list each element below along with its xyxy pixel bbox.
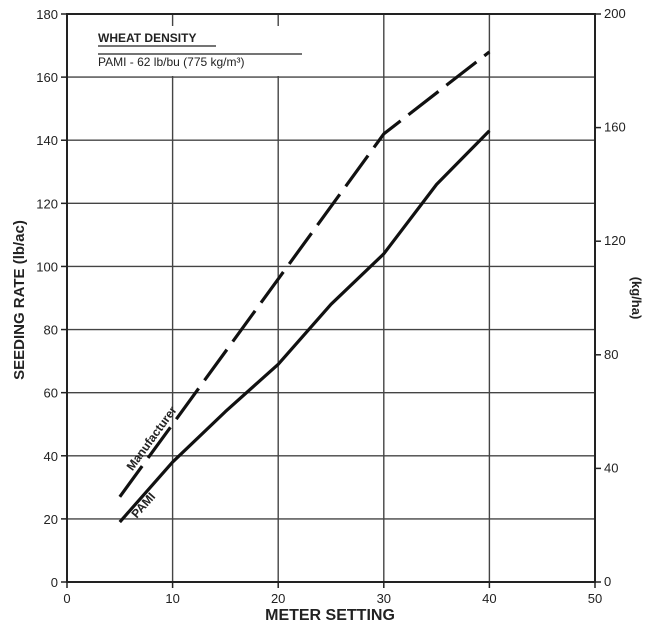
series-lines xyxy=(118,50,491,524)
y-tick-label: 20 xyxy=(44,512,58,527)
series-line-pami xyxy=(118,129,491,524)
y2-tick-label: 0 xyxy=(604,574,611,589)
x-tick-label: 0 xyxy=(63,591,70,606)
legend: WHEAT DENSITY PAMI - 62 lb/bu (775 kg/m³… xyxy=(92,26,310,76)
y-tick-label: 180 xyxy=(36,7,58,22)
y-tick-label: 160 xyxy=(36,70,58,85)
y2-tick-label: 40 xyxy=(604,460,618,475)
series-label-pami: PAMI xyxy=(128,490,158,521)
y-tick-label: 60 xyxy=(44,386,58,401)
y2-axis-label: (kg/ha) xyxy=(629,277,644,320)
y-tick-label: 100 xyxy=(36,259,58,274)
x-tick-label: 10 xyxy=(165,591,179,606)
legend-subtitle: PAMI - 62 lb/bu (775 kg/m³) xyxy=(98,55,245,69)
y-tick-label: 120 xyxy=(36,196,58,211)
y-tick-label: 0 xyxy=(51,575,58,590)
y2-tick-label: 160 xyxy=(604,120,626,135)
y2-tick-label: 120 xyxy=(604,233,626,248)
series-line-manufacturer xyxy=(118,50,491,498)
x-tick-label: 30 xyxy=(377,591,391,606)
x-tick-label: 40 xyxy=(482,591,496,606)
y-tick-label: 40 xyxy=(44,449,58,464)
x-axis-label: METER SETTING xyxy=(265,607,395,624)
y2-tick-label: 200 xyxy=(604,6,626,21)
plot-frame xyxy=(66,13,596,583)
x-tick-label: 20 xyxy=(271,591,285,606)
y2-tick-label: 80 xyxy=(604,347,618,362)
y-tick-label: 140 xyxy=(36,133,58,148)
axes: 0 10 20 30 40 5002040608010012014016018004080… xyxy=(36,6,625,606)
x-tick-label: 50 xyxy=(588,591,602,606)
y-axis-label: SEEDING RATE (lb/ac) xyxy=(11,220,28,380)
legend-background xyxy=(92,26,310,76)
y-tick-label: 80 xyxy=(44,323,58,338)
legend-title: WHEAT DENSITY xyxy=(98,31,196,45)
